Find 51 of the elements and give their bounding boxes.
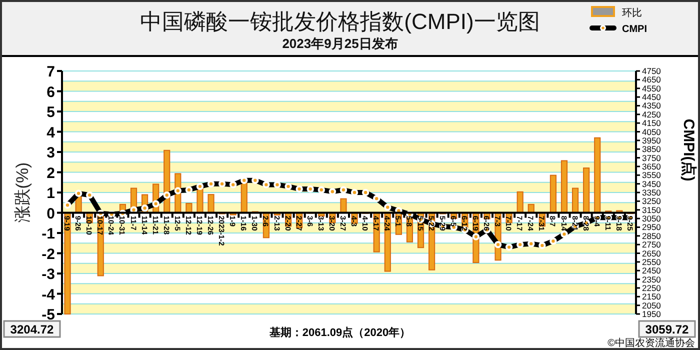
y-tick-label: 2 [46, 164, 55, 182]
y-tick-label: 0 [46, 205, 55, 222]
y2-tick-label: 4150 [642, 118, 662, 128]
y2-tick-label: 2050 [642, 300, 662, 310]
y2-tick-label: 3250 [642, 196, 662, 206]
text: 基期：2061.09点（2020年） [268, 326, 411, 339]
y2-tick-label: 3750 [642, 152, 662, 163]
y-tick-label: 7 [46, 64, 55, 80]
y2-tick-label: 2550 [642, 256, 662, 267]
annotation: 3204.72 [3, 320, 61, 338]
annotation: 3059.72 [638, 320, 696, 338]
y-tick-label: 3 [46, 144, 55, 162]
y2-tick-label: 4650 [642, 74, 662, 85]
y-tick-label: 5 [46, 104, 55, 121]
y2-tick-label: 2350 [642, 274, 662, 284]
y2-tick-label: 4350 [642, 100, 662, 111]
y2-tick-label: 3850 [642, 144, 662, 154]
y-tick-label: -1 [42, 226, 55, 242]
y2-tick-label: 3650 [642, 161, 662, 172]
y2-tick-label: 3550 [642, 170, 662, 180]
y2-tick-label: 4750 [642, 66, 662, 76]
legend: 环比 CMPI [590, 6, 647, 35]
y2-axis-title: CMPI(点) [680, 118, 697, 182]
y2-tick-label: 3950 [642, 135, 662, 146]
y-axis-title: 涨跌(%) [13, 162, 32, 223]
y2-tick-label: 4550 [642, 83, 662, 94]
y2-tick-label: 2450 [642, 266, 662, 276]
y2-tick-label: 1950 [642, 309, 662, 319]
y2-tick-label: 2250 [642, 282, 662, 293]
y2-tick-label: 2150 [642, 292, 662, 302]
y-tick-label: -4 [42, 286, 56, 304]
y-tick-label: -2 [42, 246, 55, 263]
y2-tick-label: 3050 [642, 214, 662, 224]
text: ©中国农资流通协会 [608, 337, 695, 349]
y-tick-label: -3 [42, 266, 55, 283]
y2-tick-label: 3150 [642, 204, 662, 215]
y-tick-label: 1 [46, 185, 55, 202]
y-tick-label: 6 [46, 84, 55, 101]
y2-tick-label: 4450 [642, 92, 662, 102]
legend-label: CMPI [622, 24, 648, 35]
y2-tick-label: 2950 [642, 222, 662, 232]
y2-tick-label: 4250 [642, 109, 662, 120]
y2-tick-label: 2850 [642, 230, 662, 241]
y2-tick-label: 4050 [642, 126, 662, 137]
y2-tick-label: 2650 [642, 248, 662, 258]
chart-subtitle: 2023年9月25日发布 [282, 36, 398, 51]
y-tick-label: 4 [46, 124, 56, 142]
y2-tick-label: 3450 [642, 178, 662, 189]
y2-tick-label: 2750 [642, 240, 662, 250]
y2-tick-label: 3350 [642, 188, 662, 198]
chart-title: 中国磷酸一铵批发价格指数(CMPI)一览图 [140, 9, 540, 34]
